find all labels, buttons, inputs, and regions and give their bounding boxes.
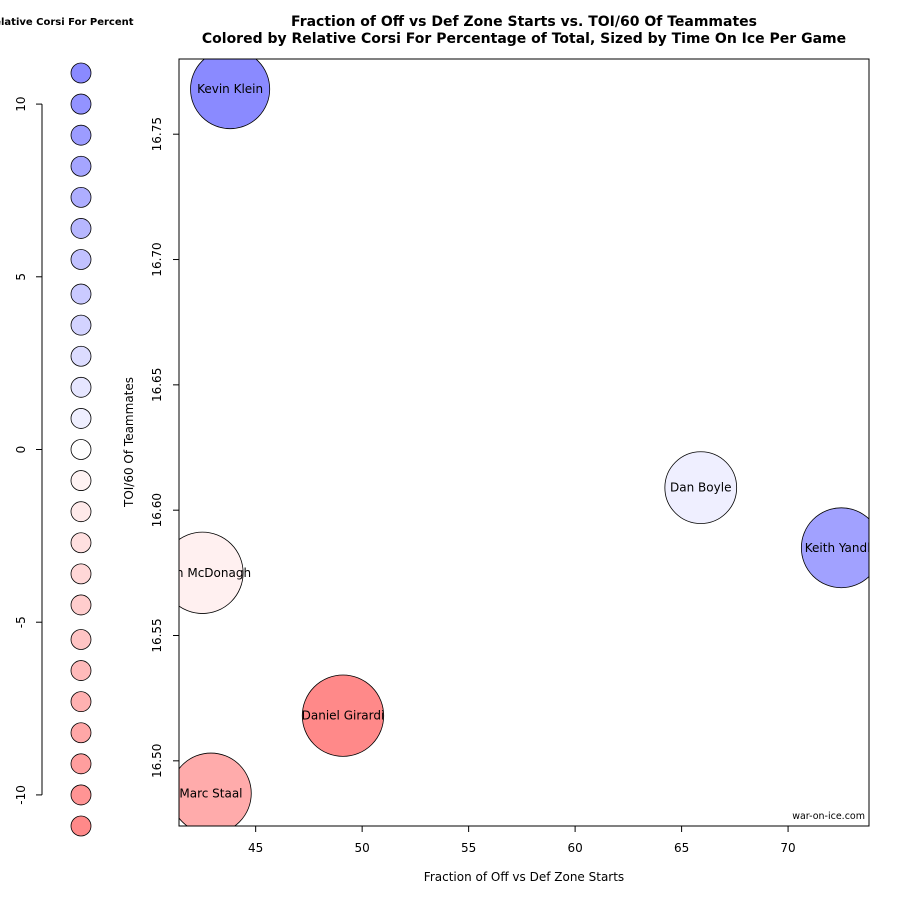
bubble-point: [190, 59, 271, 130]
y-tick-label: 16.50: [150, 744, 164, 778]
legend-swatch: [70, 753, 92, 775]
legend-swatch: [70, 629, 92, 650]
legend-tick-label: 5: [14, 273, 28, 281]
bubble-label: Ryan McDonagh: [154, 566, 251, 580]
legend-swatch: [70, 501, 92, 523]
bubble-label: Daniel Girardi: [302, 709, 385, 723]
y-tick-label: 16.60: [150, 493, 164, 527]
chart-subtitle: Colored by Relative Corsi For Percentage…: [202, 31, 846, 47]
legend-swatch: [70, 186, 92, 208]
legend-swatch: [70, 93, 92, 115]
legend-swatch: [70, 594, 92, 616]
bubble-label: Marc Staal: [179, 786, 242, 800]
legend-swatch: [70, 345, 92, 367]
bubble-point: [800, 507, 869, 589]
legend-tick-label: 0: [14, 446, 28, 454]
bubble-point: [179, 752, 252, 826]
legend-swatch: [70, 470, 92, 491]
y-tick-label: 16.75: [150, 117, 164, 151]
y-axis-label: TOI/60 Of Teammates: [122, 377, 136, 508]
x-tick-label: 60: [567, 841, 582, 855]
x-tick-label: 70: [780, 841, 795, 855]
y-tick-label: 16.55: [150, 618, 164, 652]
x-axis-label: Fraction of Off vs Def Zone Starts: [424, 870, 624, 884]
legend-swatch: [70, 439, 92, 460]
legend-swatch: [70, 563, 92, 585]
bubble-label: Keith Yandle: [805, 541, 878, 555]
plot-area: Kevin Klein Dan Boyle Keith Yandle Ryan McD…: [150, 58, 878, 855]
credit-text: war-on-ice.com: [792, 811, 865, 822]
legend-tick-label: 10: [14, 96, 28, 111]
legend-swatch: [70, 691, 92, 713]
bubble-label: Kevin Klein: [197, 82, 263, 96]
legend-swatch: [70, 314, 92, 336]
bubble-label: Dan Boyle: [670, 481, 731, 495]
x-tick-label: 55: [461, 841, 476, 855]
legend-swatch: [70, 249, 92, 270]
legend-swatch: [70, 532, 92, 554]
legend-swatch: [70, 660, 92, 681]
chart-title: Fraction of Off vs Def Zone Starts vs. T…: [291, 14, 757, 30]
legend-swatch: [70, 784, 92, 806]
bubble-point: [301, 674, 385, 757]
legend-swatch: [70, 155, 92, 177]
legend-swatch: [70, 408, 92, 429]
legend-swatch: [70, 722, 92, 744]
legend-swatch: [70, 124, 92, 146]
legend: 10 5 0 -5 -10: [14, 62, 92, 837]
plot-frame: [178, 58, 870, 827]
x-tick-label: 65: [674, 841, 689, 855]
legend-swatch: [70, 376, 92, 398]
legend-swatch: [70, 815, 92, 837]
y-tick-label: 16.65: [150, 368, 164, 402]
bubble-point: [664, 451, 738, 524]
legend-swatch: [70, 283, 92, 305]
legend-tick-label: -10: [14, 785, 28, 805]
x-tick-label: 50: [355, 841, 370, 855]
legend-swatch: [70, 62, 92, 84]
legend-tick-label: -5: [14, 616, 28, 628]
legend-swatch: [70, 218, 92, 239]
x-tick-label: 45: [248, 841, 263, 855]
bubble-layer: Kevin Klein Dan Boyle Keith Yandle Ryan McD…: [154, 59, 878, 826]
bubble-point: [179, 531, 244, 614]
y-tick-label: 16.70: [150, 242, 164, 276]
legend-title: Relative Corsi For Percent: [0, 17, 134, 28]
